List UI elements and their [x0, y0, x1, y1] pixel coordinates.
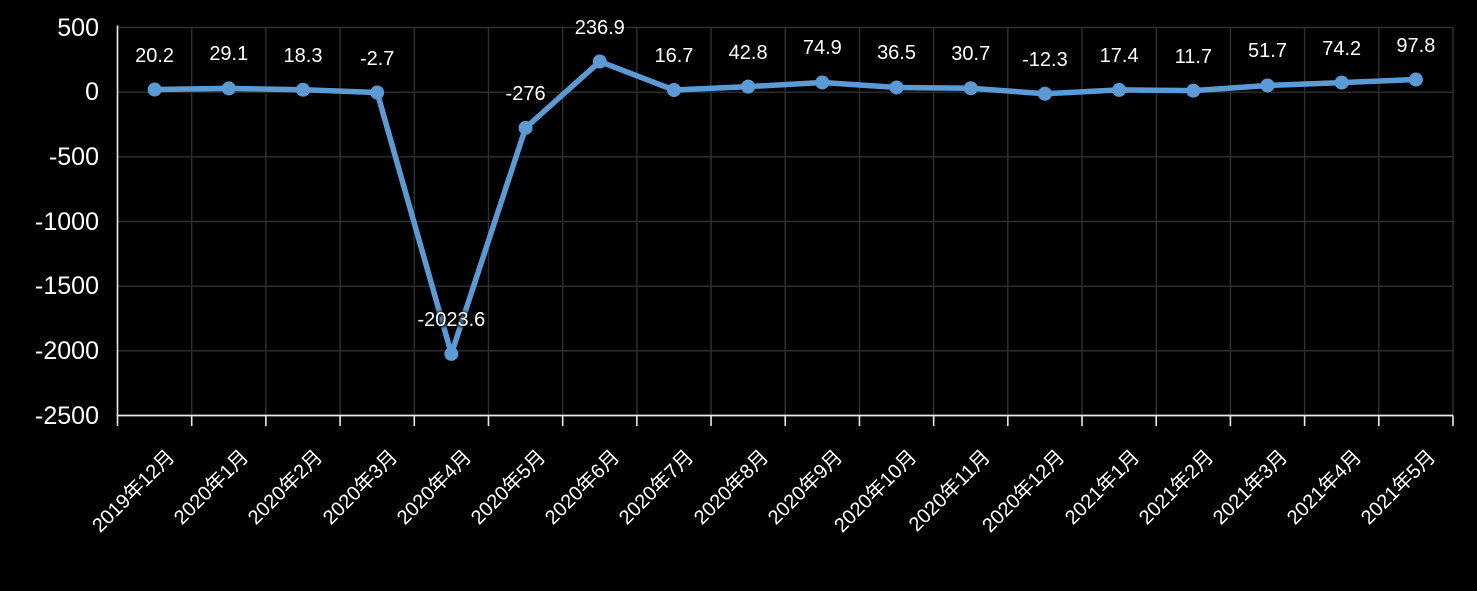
data-point-marker[interactable]	[592, 54, 607, 69]
data-label: 42.8	[728, 41, 768, 64]
data-point-marker[interactable]	[815, 75, 830, 90]
data-point-marker[interactable]	[1112, 82, 1127, 97]
data-point-marker[interactable]	[1037, 86, 1052, 101]
data-label: 36.5	[877, 42, 916, 65]
y-axis-label: -2500	[35, 401, 99, 430]
data-label: 16.7	[654, 45, 694, 67]
series-line[interactable]	[151, 58, 1419, 357]
data-point-marker[interactable]	[1408, 72, 1423, 87]
data-point-marker[interactable]	[221, 81, 236, 96]
data-point-marker[interactable]	[963, 81, 978, 96]
data-point-marker[interactable]	[741, 79, 756, 94]
data-point-marker[interactable]	[889, 80, 904, 95]
data-label: 30.7	[951, 43, 991, 66]
data-label: 74.2	[1322, 37, 1362, 60]
data-label: 20.2	[135, 44, 175, 67]
data-label: 51.7	[1248, 40, 1287, 63]
data-point-marker[interactable]	[295, 82, 310, 97]
data-label: -276	[505, 82, 546, 105]
data-point-marker[interactable]	[444, 346, 459, 361]
data-label: 97.8	[1396, 34, 1436, 57]
data-label: 236.9	[574, 16, 625, 39]
data-label: 18.3	[283, 44, 323, 67]
data-point-marker[interactable]	[1186, 83, 1201, 98]
data-label: -2023.6	[417, 308, 486, 331]
data-label: -2.7	[359, 47, 395, 70]
y-axis-label: 500	[57, 13, 99, 42]
y-axis-label: -1500	[35, 272, 99, 301]
data-label: 17.4	[1099, 44, 1139, 67]
data-point-marker[interactable]	[147, 82, 162, 97]
data-point-marker[interactable]	[370, 85, 385, 100]
data-label: 11.7	[1174, 45, 1213, 68]
data-label: 74.9	[802, 37, 842, 60]
y-axis-label: -500	[48, 142, 99, 171]
data-point-marker[interactable]	[1334, 75, 1349, 90]
y-axis-label: -1000	[35, 207, 99, 236]
data-point-marker[interactable]	[666, 83, 681, 98]
y-axis-label: 0	[85, 78, 99, 107]
y-axis-label: -2000	[35, 336, 99, 365]
data-point-marker[interactable]	[1260, 78, 1275, 93]
data-label: -12.3	[1022, 48, 1068, 71]
data-point-marker[interactable]	[518, 120, 533, 135]
data-label: 29.1	[209, 43, 249, 66]
